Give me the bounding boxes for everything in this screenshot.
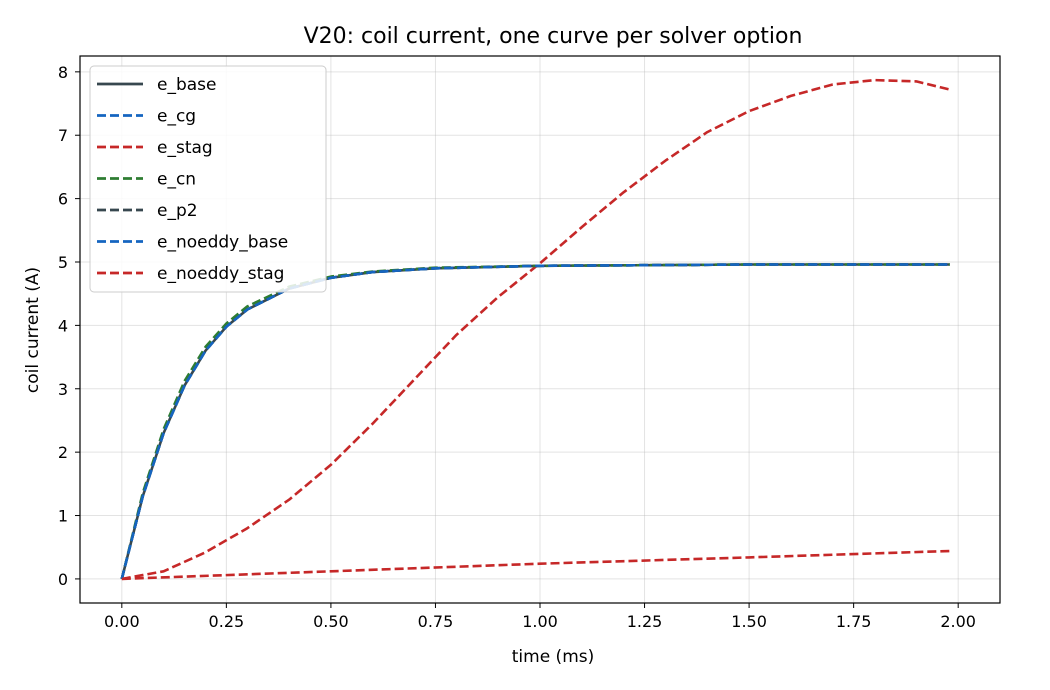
- y-axis-label: coil current (A): [23, 267, 43, 393]
- y-tick-label: 0: [58, 570, 68, 589]
- x-tick-label: 1.25: [627, 612, 663, 631]
- x-tick-label: 1.00: [522, 612, 558, 631]
- x-tick-label: 0.25: [209, 612, 245, 631]
- legend-entry: e_base: [157, 75, 216, 95]
- grid: [80, 56, 1000, 603]
- legend: e_base e_cg e_stag e_cn e_p2 e_noeddy_base e_n…: [89, 65, 327, 293]
- y-tick-label: 6: [58, 190, 68, 209]
- series-line-e-noeddy-base: [120, 263, 950, 580]
- series-line-e-stag: [121, 78, 951, 581]
- chart-title: V20: coil current, one curve per solver …: [304, 24, 803, 49]
- x-tick-label: 0.75: [418, 612, 454, 631]
- x-tick-label: 1.50: [731, 612, 767, 631]
- x-tick-label: 0.50: [313, 612, 349, 631]
- legend-entry: e_cn: [157, 170, 196, 190]
- x-tick-label: 0.00: [104, 612, 140, 631]
- y-axis-ticks: 0 1 2 3 4 5 6 7 8: [58, 63, 80, 589]
- y-tick-label: 3: [58, 380, 68, 399]
- legend-entry: e_p2: [157, 201, 198, 221]
- legend-entry: e_noeddy_base: [157, 233, 288, 253]
- y-tick-label: 4: [58, 316, 68, 335]
- legend-entry: e_stag: [157, 138, 213, 158]
- legend-entry: e_cg: [157, 107, 196, 127]
- legend-box: [89, 65, 327, 293]
- series-line-e-noeddy-stag: [121, 549, 950, 581]
- x-axis-ticks: 0.00 0.25 0.50 0.75 1.00 1.25 1.50 1.75 2.00: [104, 603, 976, 631]
- y-tick-label: 7: [58, 126, 68, 145]
- legend-entry: e_noeddy_stag: [157, 264, 284, 284]
- y-tick-label: 5: [58, 253, 68, 272]
- x-tick-label: 1.75: [836, 612, 872, 631]
- y-tick-label: 8: [58, 63, 68, 82]
- x-tick-label: 2.00: [940, 612, 976, 631]
- y-tick-label: 1: [58, 507, 68, 526]
- x-axis-label: time (ms): [512, 647, 595, 667]
- y-tick-label: 2: [58, 443, 68, 462]
